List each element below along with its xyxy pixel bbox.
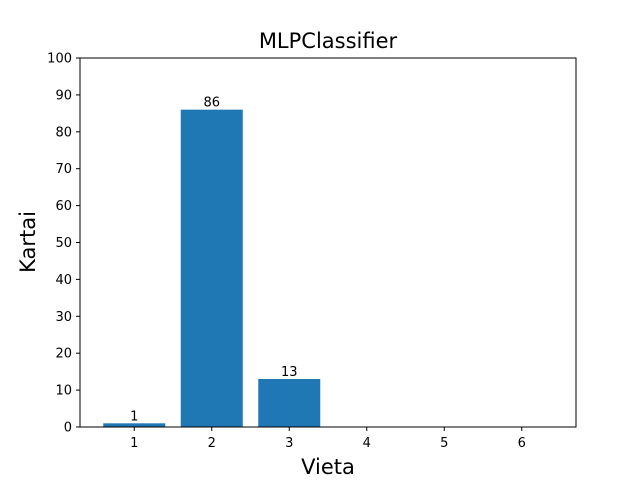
bar-3 bbox=[258, 379, 321, 427]
bars-group bbox=[103, 109, 321, 427]
x-axis-ticks: 1 2 3 4 5 6 bbox=[130, 427, 526, 451]
y-tick-label: 100 bbox=[47, 52, 72, 67]
data-label-1: 1 bbox=[130, 409, 138, 424]
y-tick-label: 50 bbox=[55, 236, 72, 251]
y-tick-label: 60 bbox=[55, 199, 72, 214]
plot-frame bbox=[79, 57, 577, 428]
y-tick-label: 70 bbox=[55, 162, 72, 177]
y-tick-label: 20 bbox=[55, 347, 72, 362]
y-tick-label: 10 bbox=[55, 384, 72, 399]
y-tick-label: 90 bbox=[55, 88, 72, 103]
x-tick-label: 2 bbox=[208, 436, 216, 451]
chart-title: MLPClassifier bbox=[259, 29, 398, 53]
bar-1 bbox=[103, 423, 166, 427]
y-tick-label: 80 bbox=[55, 125, 72, 140]
y-tick-label: 0 bbox=[64, 421, 72, 436]
y-tick-label: 30 bbox=[55, 310, 72, 325]
x-tick-label: 4 bbox=[363, 436, 371, 451]
x-tick-label: 5 bbox=[440, 436, 448, 451]
data-labels-group: 1 86 13 bbox=[130, 96, 297, 425]
data-label-3: 13 bbox=[281, 365, 298, 380]
x-tick-label: 3 bbox=[285, 436, 293, 451]
data-label-2: 86 bbox=[203, 96, 220, 111]
y-axis-ticks: 0 10 20 30 40 50 60 70 80 90 100 bbox=[47, 52, 80, 436]
bar-2 bbox=[180, 109, 243, 427]
y-axis-label: Kartai bbox=[16, 211, 40, 273]
x-axis-label: Vieta bbox=[301, 455, 355, 479]
y-tick-label: 40 bbox=[55, 273, 72, 288]
x-tick-label: 6 bbox=[518, 436, 526, 451]
x-tick-label: 1 bbox=[130, 436, 138, 451]
